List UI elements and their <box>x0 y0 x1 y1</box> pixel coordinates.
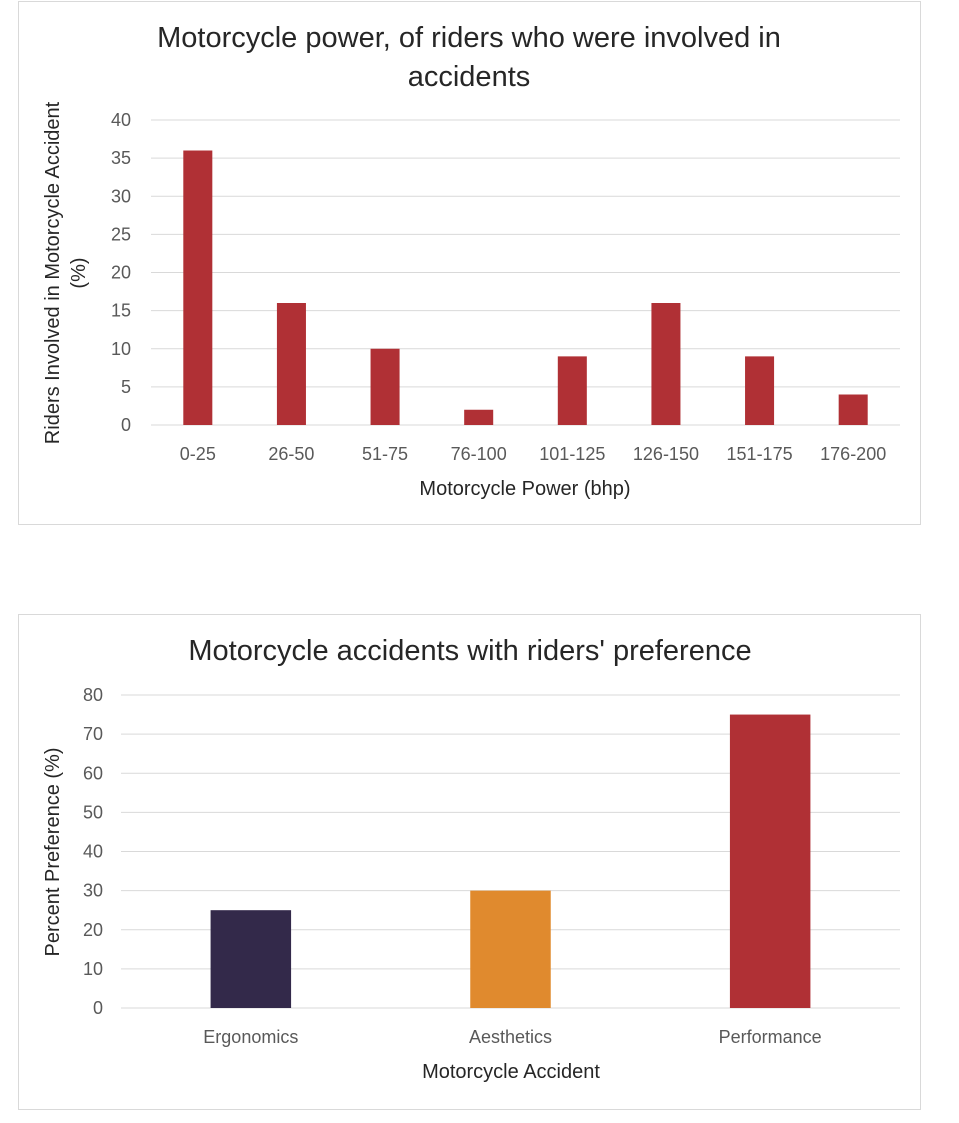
chart-preference-panel: Motorcycle accidents with riders' prefer… <box>18 614 921 1110</box>
chart-preference-svg: Motorcycle accidents with riders' prefer… <box>42 635 900 1083</box>
bar <box>464 409 494 425</box>
bar <box>557 356 587 425</box>
chart-power-panel: Motorcycle power, of riders who were inv… <box>18 1 921 525</box>
bar <box>183 150 213 425</box>
x-tick-label: 26-50 <box>268 444 314 464</box>
bar <box>470 890 551 1008</box>
x-tick-label: Aesthetics <box>469 1027 552 1047</box>
x-tick-label: 51-75 <box>362 444 408 464</box>
chart-title: Motorcycle power, of riders who were inv… <box>157 22 781 54</box>
x-tick-label: 101-125 <box>539 444 605 464</box>
bar <box>651 303 681 425</box>
y-tick-label: 20 <box>83 920 103 940</box>
y-tick-label: 10 <box>83 959 103 979</box>
y-tick-label: 15 <box>111 301 131 321</box>
x-tick-label: Ergonomics <box>203 1027 298 1047</box>
bar <box>210 910 292 1008</box>
y-tick-label: 20 <box>111 263 131 283</box>
y-tick-label: 30 <box>111 186 131 206</box>
y-tick-label: 25 <box>111 224 131 244</box>
y-tick-label: 40 <box>111 110 131 130</box>
y-tick-label: 30 <box>83 881 103 901</box>
y-axis-title: (%) <box>68 257 90 288</box>
x-tick-label: 151-175 <box>727 444 793 464</box>
y-axis-title: Percent Preference (%) <box>42 748 64 957</box>
x-tick-label: 126-150 <box>633 444 699 464</box>
y-axis-title: Riders Involved in Motorcycle Accident <box>42 101 64 444</box>
y-tick-label: 10 <box>111 339 131 359</box>
x-tick-label: 76-100 <box>451 444 507 464</box>
y-tick-label: 80 <box>83 685 103 705</box>
x-axis-title: Motorcycle Accident <box>422 1061 600 1083</box>
chart-title: accidents <box>408 61 531 93</box>
y-tick-label: 40 <box>83 842 103 862</box>
y-tick-label: 0 <box>121 415 131 435</box>
x-axis-title: Motorcycle Power (bhp) <box>419 478 630 500</box>
y-tick-label: 70 <box>83 724 103 744</box>
y-tick-label: 35 <box>111 148 131 168</box>
bar <box>276 303 306 425</box>
x-tick-label: Performance <box>719 1027 822 1047</box>
bar <box>729 714 811 1008</box>
chart-title: Motorcycle accidents with riders' prefer… <box>188 635 751 667</box>
y-tick-label: 5 <box>121 377 131 397</box>
y-tick-label: 60 <box>83 763 103 783</box>
bar <box>745 356 775 425</box>
bar <box>370 348 400 425</box>
bar <box>838 394 868 425</box>
y-tick-label: 0 <box>93 998 103 1018</box>
x-tick-label: 0-25 <box>180 444 216 464</box>
y-tick-label: 50 <box>83 802 103 822</box>
chart-power-svg: Motorcycle power, of riders who were inv… <box>42 22 900 500</box>
x-tick-label: 176-200 <box>820 444 886 464</box>
